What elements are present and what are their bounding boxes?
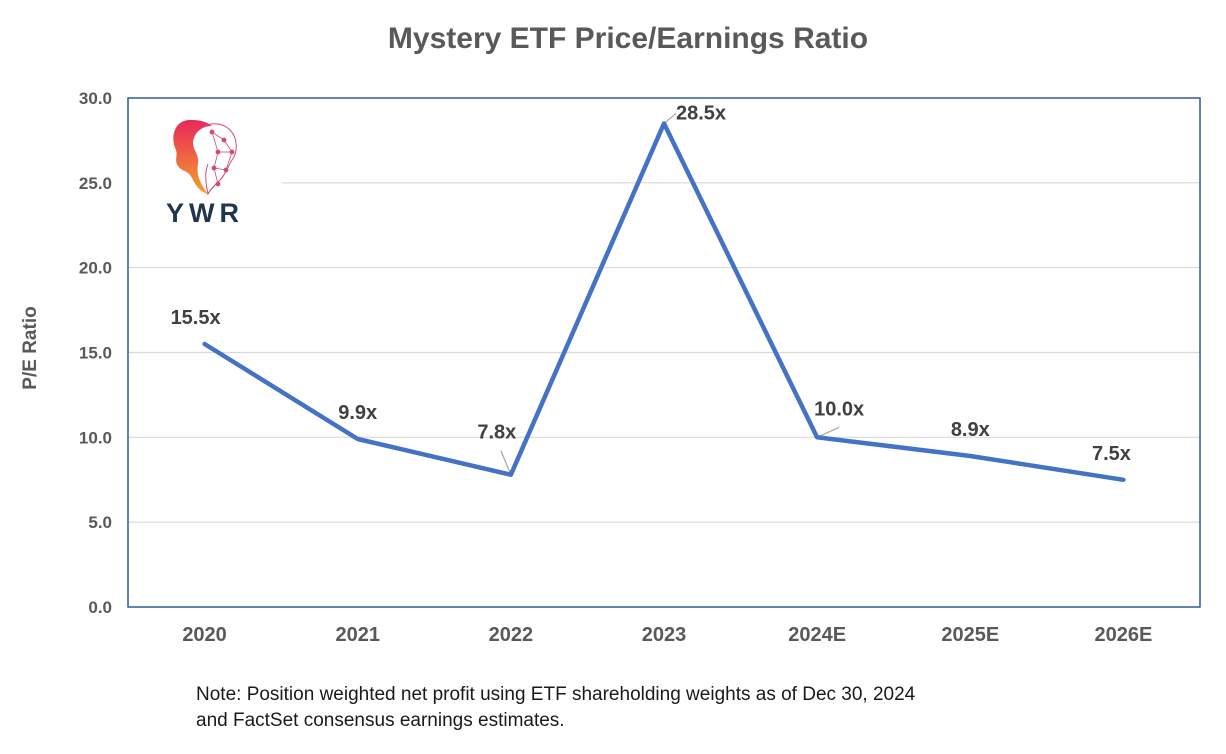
x-tick-label: 2021 (335, 624, 380, 646)
plot-area-border (127, 97, 1201, 608)
data-label: 9.9x (338, 402, 377, 424)
leader-line (500, 450, 512, 475)
footnote-line-1: Note: Position weighted net profit using… (196, 684, 916, 705)
gridlines (128, 182, 1200, 523)
data-labels: 15.5x 9.9x 7.8x 28.5x 10.0x 8.9x 7.5x (171, 102, 1131, 464)
x-tick-labels: 2020 2021 2022 2023 2024E 2025E 2026E (182, 624, 1152, 646)
y-tick-labels: 0.0 5.0 10.0 15.0 20.0 25.0 30.0 (79, 89, 112, 617)
x-tick-label: 2026E (1095, 624, 1153, 646)
y-tick-label: 30.0 (79, 89, 112, 108)
label-leader-lines (500, 112, 840, 475)
data-label: 8.9x (951, 419, 990, 441)
leader-line (663, 112, 677, 124)
footnote-line-2: and FactSet consensus earnings estimates… (196, 710, 565, 731)
data-label: 10.0x (814, 398, 864, 420)
data-label: 15.5x (171, 307, 221, 329)
y-tick-label: 15.0 (79, 344, 112, 363)
x-tick-label: 2023 (642, 624, 687, 646)
data-label: 7.8x (477, 422, 516, 444)
ywr-logo-icon (173, 120, 237, 196)
chart-title: Mystery ETF Price/Earnings Ratio (387, 22, 869, 55)
data-label: 7.5x (1092, 443, 1131, 465)
x-tick-label: 2025E (941, 624, 999, 646)
series-line (202, 121, 1126, 483)
y-tick-label: 10.0 (79, 428, 112, 447)
x-tick-label: 2022 (489, 624, 534, 646)
y-tick-label: 5.0 (88, 513, 112, 532)
y-axis-title: P/E Ratio (20, 306, 41, 389)
data-label: 28.5x (676, 102, 726, 124)
y-tick-label: 20.0 (79, 259, 112, 278)
y-tick-label: 0.0 (88, 598, 112, 617)
x-tick-label: 2024E (788, 624, 846, 646)
y-tick-label: 25.0 (79, 174, 112, 193)
logo-text: YWR (166, 198, 244, 228)
footnote: Note: Position weighted net profit using… (196, 682, 1096, 734)
x-tick-label: 2020 (182, 624, 227, 646)
